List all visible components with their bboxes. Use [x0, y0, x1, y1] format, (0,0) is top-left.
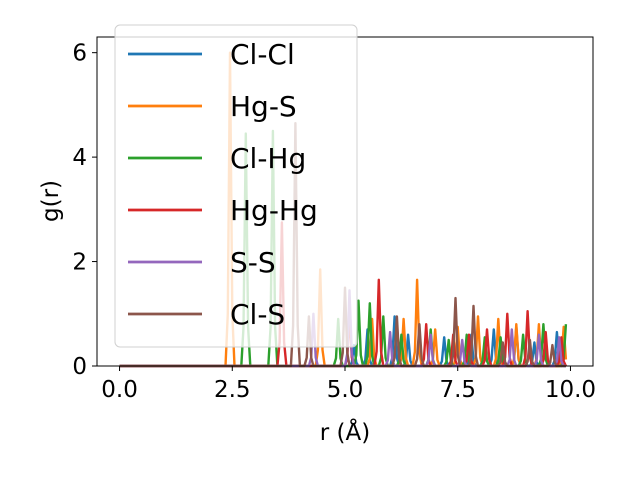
- y-ticks: 0 2 4 6: [72, 41, 97, 380]
- x-axis-label: r (Å): [320, 418, 370, 446]
- legend-label-5: Cl-S: [230, 298, 285, 331]
- legend-label-3: Hg-Hg: [230, 194, 318, 227]
- y-tick-label: 4: [72, 145, 87, 171]
- legend-label-1: Hg-S: [230, 90, 297, 123]
- legend-label-0: Cl-Cl: [230, 38, 295, 71]
- x-tick-label: 10.0: [545, 377, 596, 403]
- y-axis-label: g(r): [38, 180, 64, 222]
- x-tick-label: 0.0: [101, 377, 138, 403]
- x-tick-label: 7.5: [439, 377, 476, 403]
- x-tick-label: 5.0: [327, 377, 364, 403]
- legend-label-2: Cl-Hg: [230, 142, 306, 175]
- legend: Cl-Cl Hg-S Cl-Hg Hg-Hg S-S Cl-S: [114, 24, 358, 348]
- y-tick-label: 0: [72, 354, 87, 380]
- x-ticks: 0.0 2.5 5.0 7.5 10.0: [101, 366, 596, 403]
- x-tick-label: 2.5: [214, 377, 251, 403]
- y-tick-label: 2: [72, 250, 87, 276]
- y-tick-label: 6: [72, 41, 87, 67]
- legend-label-4: S-S: [230, 246, 276, 279]
